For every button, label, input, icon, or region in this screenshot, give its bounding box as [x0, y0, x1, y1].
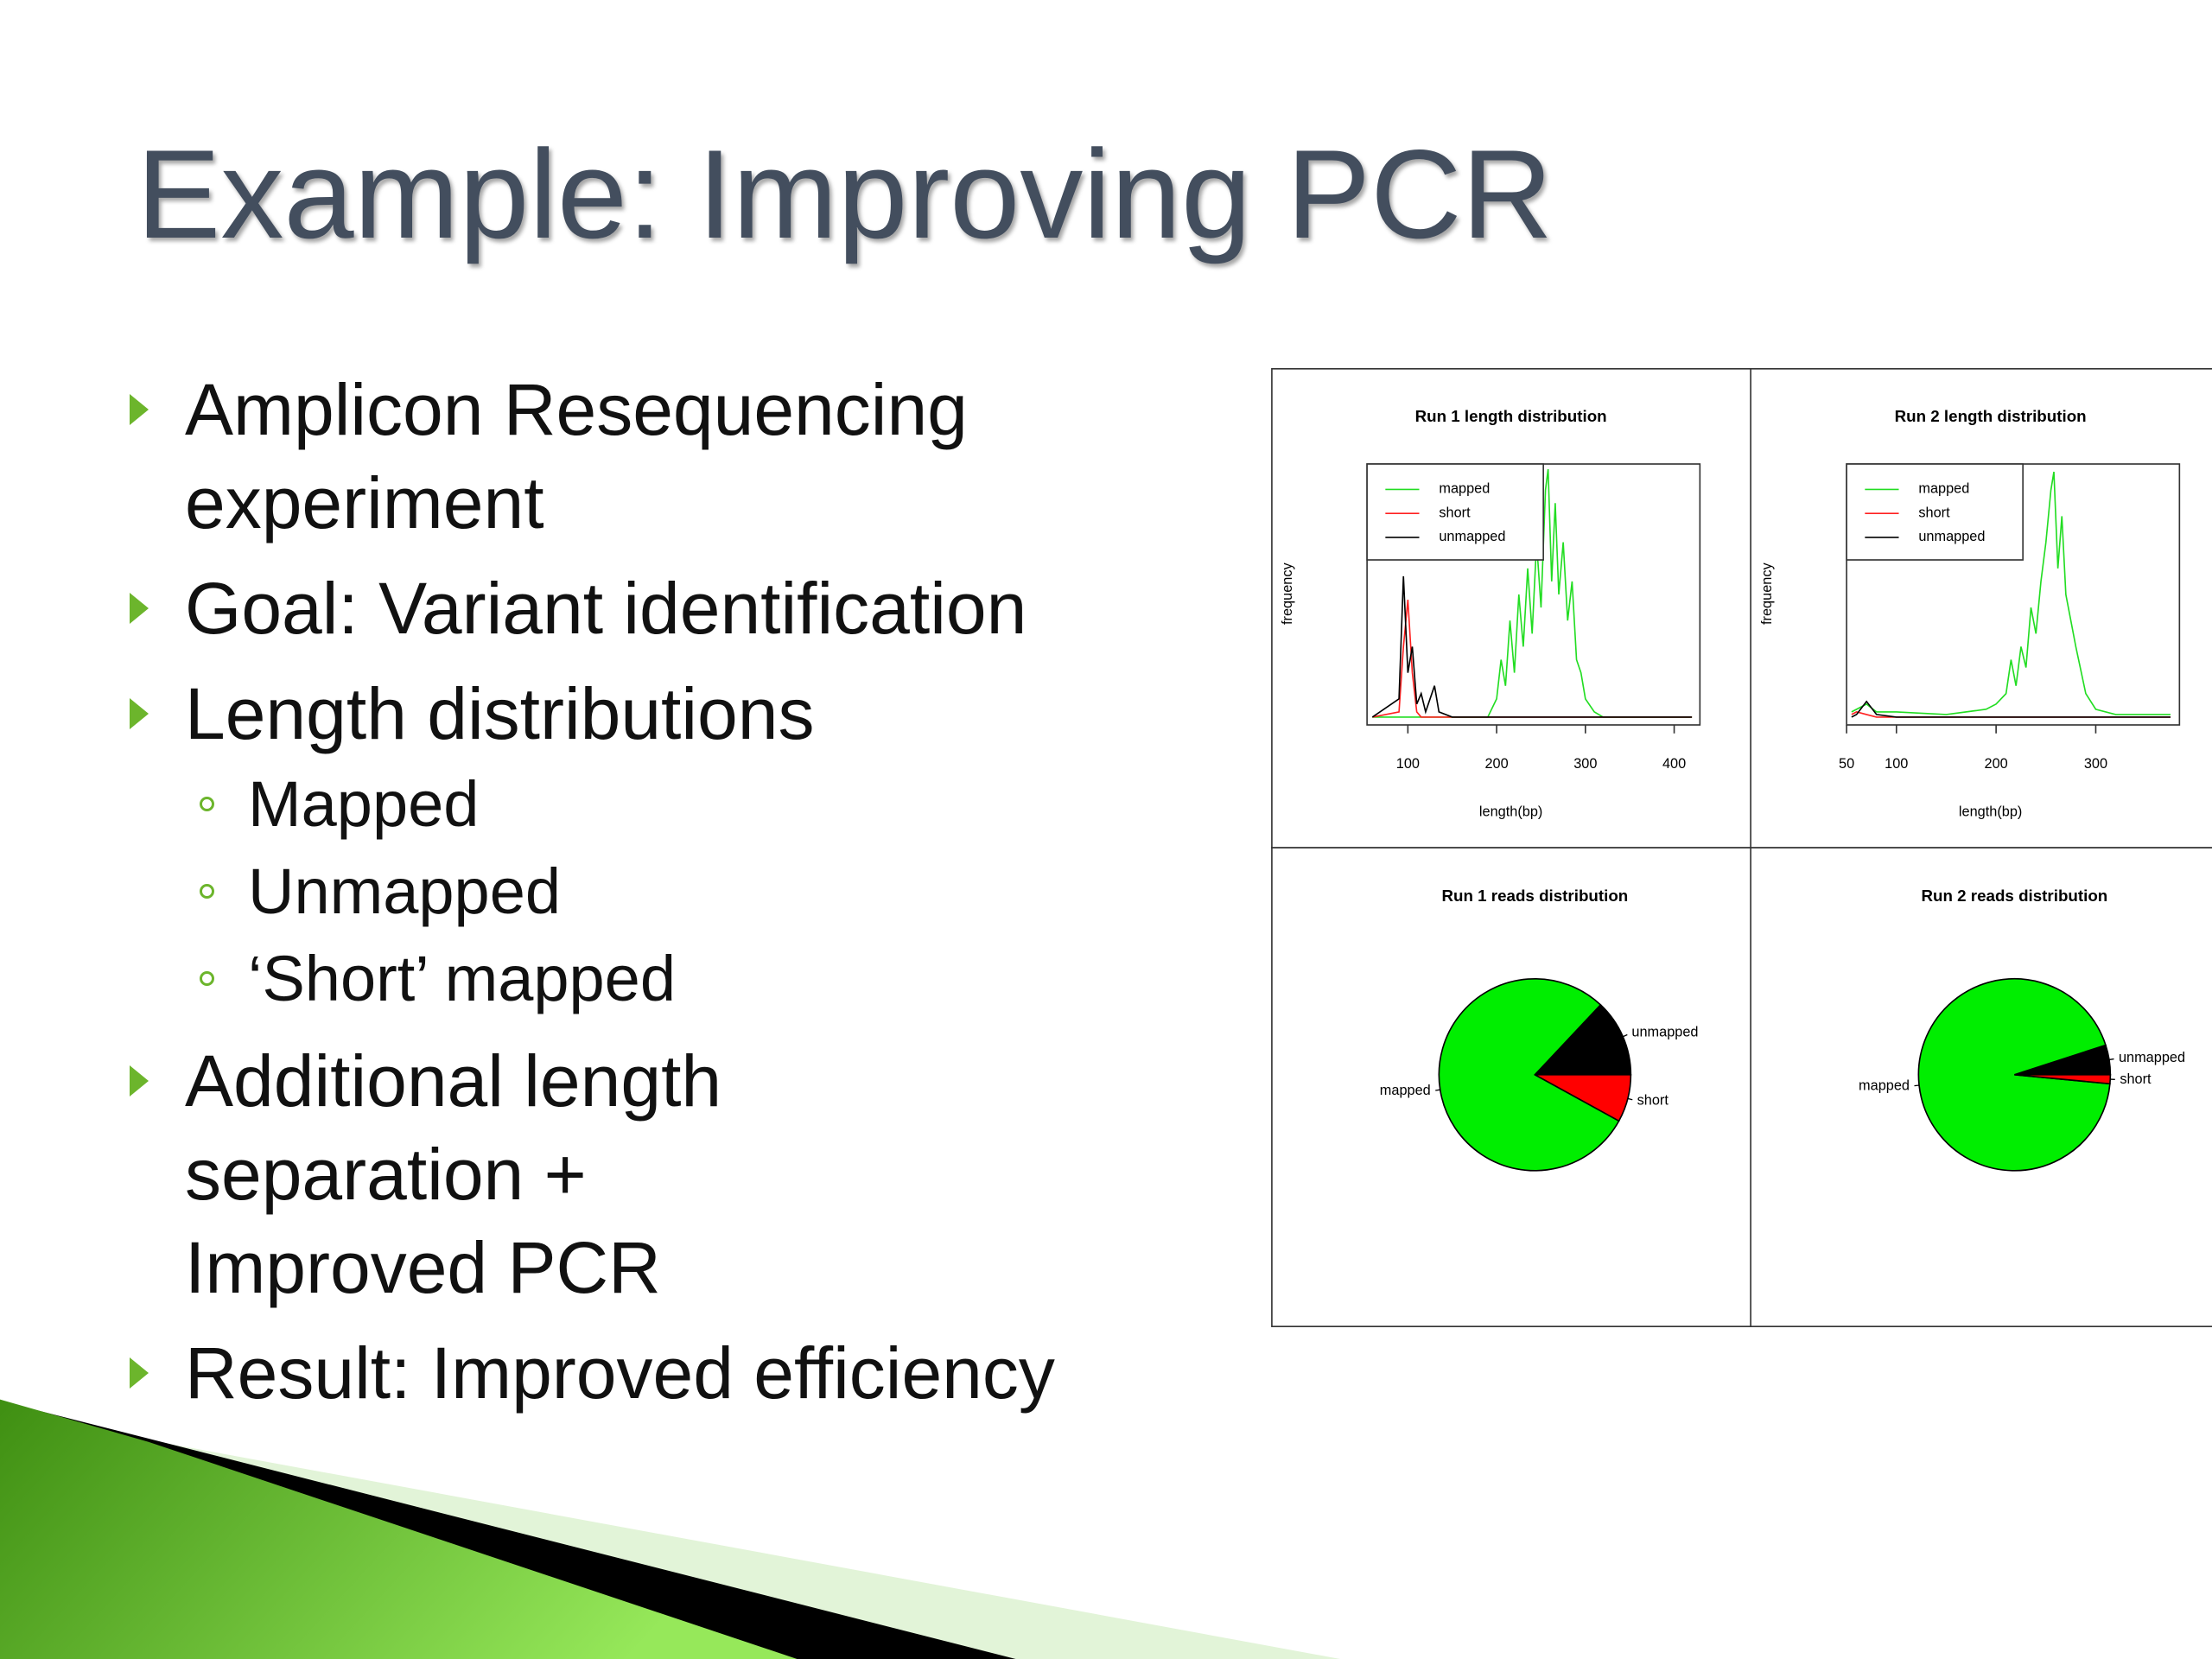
bullet-item: Length distributions Mapped Unmapped ‘Short…	[0, 667, 1244, 1022]
bullet-item: Goal: Variant identification	[0, 562, 1244, 655]
legend-label: short	[1918, 505, 1950, 520]
bullet-marker	[130, 1065, 149, 1096]
bullet-text: Improved PCR	[185, 1227, 661, 1308]
chart: Run 2 length distribution length(bp) frequ…	[1759, 407, 2181, 820]
data-line	[1851, 471, 2171, 715]
y-axis-label: frequency	[1759, 563, 1775, 625]
bullet-text: separation +	[185, 1134, 587, 1215]
chart-title: Run 2 length distribution	[1895, 407, 2087, 425]
bullet-item: Result: Improved efficiency	[0, 1326, 1244, 1420]
pie-label: short	[2120, 1071, 2152, 1087]
chart: Run 1 reads distribution unmapped mapped sh…	[1380, 887, 1699, 1172]
legend-label: mapped	[1439, 481, 1490, 497]
bullet-text: experiment	[185, 462, 544, 543]
green-wedge	[0, 1399, 798, 1659]
legend-box	[1846, 463, 2024, 561]
sub-bullet-marker	[200, 971, 214, 986]
x-tick-label: 400	[1662, 756, 1686, 772]
pie-label: unmapped	[2119, 1050, 2185, 1065]
sub-bullet-marker	[200, 797, 214, 811]
y-axis-label: frequency	[1280, 563, 1295, 625]
x-tick-label: 200	[1985, 756, 2008, 772]
sub-bullet-text: Unmapped	[200, 848, 1244, 935]
x-tick-label: 100	[1885, 756, 1908, 772]
x-tick-label: 200	[1484, 756, 1508, 772]
legend-label: unmapped	[1918, 529, 1985, 544]
bullet-item: Amplicon Resequencing experiment	[0, 363, 1244, 550]
pie-label-tick	[1627, 1097, 1633, 1101]
sub-bullet-text: Mapped	[200, 760, 1244, 848]
chart-title: Run 1 length distribution	[1415, 407, 1607, 425]
bullet-marker	[130, 698, 149, 729]
legend-box	[1366, 463, 1544, 561]
x-tick-label: 300	[1573, 756, 1597, 772]
legend-label: unmapped	[1439, 529, 1505, 544]
slide-title: Example: Improving PCR	[137, 124, 1554, 264]
bullet-text: Amplicon Resequencing	[185, 369, 968, 450]
pie-slice	[1533, 1003, 1632, 1076]
sub-bullet-text: ‘Short’ mapped	[200, 935, 1244, 1022]
pie-slice	[1438, 978, 1620, 1172]
bullet-list: Amplicon Resequencing experiment Goal: Var…	[0, 363, 1244, 1420]
bullet-text: Additional length	[185, 1040, 722, 1122]
pie-slice	[1917, 977, 2111, 1172]
pie-label: mapped	[1859, 1078, 1910, 1094]
x-tick-label: 100	[1396, 756, 1420, 772]
bullet-marker	[130, 394, 149, 425]
pie-slice	[2014, 1073, 2112, 1085]
chart-title: Run 2 reads distribution	[1921, 887, 2107, 905]
bullet-marker	[130, 593, 149, 624]
chart-panel: Run 1 length distribution length(bp) frequ…	[1271, 368, 2212, 1327]
bullet-item: Additional length separation + Improved PC…	[0, 1034, 1244, 1314]
bullet-text: Goal: Variant identification	[185, 568, 1027, 649]
pie-label: short	[1637, 1092, 1669, 1108]
pie-label-tick	[2108, 1058, 2114, 1061]
data-line	[1851, 700, 2171, 718]
sub-bullet-marker	[200, 884, 214, 899]
chart: Run 2 reads distribution unmapped mapped sh…	[1859, 887, 2185, 1172]
data-line	[1371, 575, 1693, 718]
bullet-text: Length distributions	[185, 673, 815, 754]
x-axis-label: length(bp)	[1479, 804, 1542, 820]
pie-label-tick	[1622, 1033, 1628, 1038]
pie-label: unmapped	[1631, 1025, 1698, 1040]
legend-label: mapped	[1918, 481, 1969, 497]
pie-slice	[1534, 1073, 1632, 1122]
bullet-marker	[130, 1357, 149, 1389]
pie-label-tick	[1914, 1084, 1920, 1087]
black-stripe	[0, 1401, 1016, 1659]
x-tick-label: 300	[2084, 756, 2107, 772]
bullet-text: Result: Improved efficiency	[185, 1332, 1055, 1414]
legend-label: short	[1439, 505, 1471, 520]
chart-title: Run 1 reads distribution	[1441, 887, 1628, 905]
x-tick-label: 50	[1839, 756, 1854, 772]
chart: Run 1 length distribution length(bp) frequ…	[1280, 407, 1701, 820]
pie-label: mapped	[1380, 1083, 1431, 1098]
x-axis-label: length(bp)	[1959, 804, 2022, 820]
